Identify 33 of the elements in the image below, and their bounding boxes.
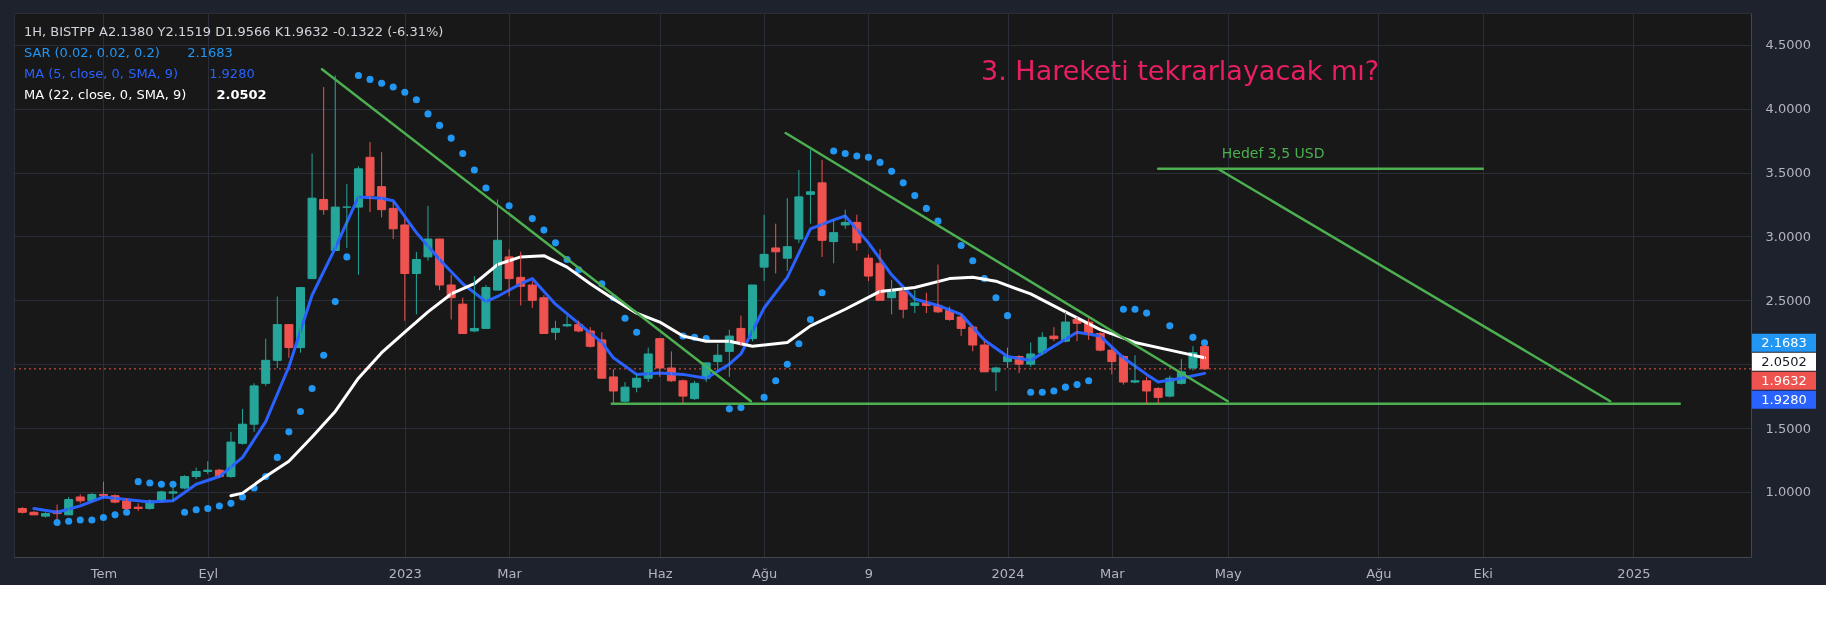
x-tick-label: Tem: [89, 565, 118, 581]
y-tick-label: 2.5000: [1765, 292, 1811, 308]
annotation: Hedef 3,5 USD: [1221, 144, 1325, 161]
x-tick-label: Ağu: [751, 565, 778, 581]
x-tick-label: 2023: [388, 565, 422, 581]
x-tick-label: Eki: [1473, 565, 1493, 581]
text: 1.9280: [1761, 391, 1807, 407]
annotation: 3. Hareketi tekrarlayacak mı?: [981, 55, 1380, 86]
text: MA (5, close, 0, SMA, 9): [24, 66, 179, 81]
y-tick-label: 3.0000: [1765, 228, 1811, 244]
y-tick-label: 1.0000: [1765, 484, 1811, 500]
x-tick-label: Mar: [497, 565, 523, 581]
x-tick-label: Mar: [1100, 565, 1126, 581]
y-tick-label: 3.5000: [1765, 165, 1811, 181]
text: MA (22, close, 0, SMA, 9): [24, 87, 187, 102]
y-tick-label: 4.0000: [1765, 101, 1811, 117]
x-tick-label: Haz: [648, 565, 673, 581]
text: 1.9632: [1761, 372, 1807, 388]
y-tick-label: 1.5000: [1765, 420, 1811, 436]
x-tick-label: 2025: [1617, 565, 1651, 581]
x-tick-label: 9: [864, 565, 874, 581]
text: 1H, BISTPP A2.1380 Y2.1519 D1.9566 K1.9632 -0.1322 (-6.31%): [24, 24, 444, 39]
text: 2.0502: [1761, 353, 1807, 369]
text: 2.1683: [1761, 334, 1807, 350]
annotation: 2.1683: [187, 45, 233, 60]
annotation: 1.9280: [209, 66, 255, 81]
x-tick-label: May: [1214, 565, 1242, 581]
x-tick-label: Eyl: [198, 565, 219, 581]
x-tick-label: Ağu: [1366, 565, 1392, 581]
y-tick-label: 4.5000: [1765, 37, 1811, 53]
annotation: 2.0502: [216, 87, 267, 102]
text: SAR (0.02, 0.02, 0.2): [24, 45, 160, 60]
x-tick-label: 2024: [991, 565, 1025, 581]
